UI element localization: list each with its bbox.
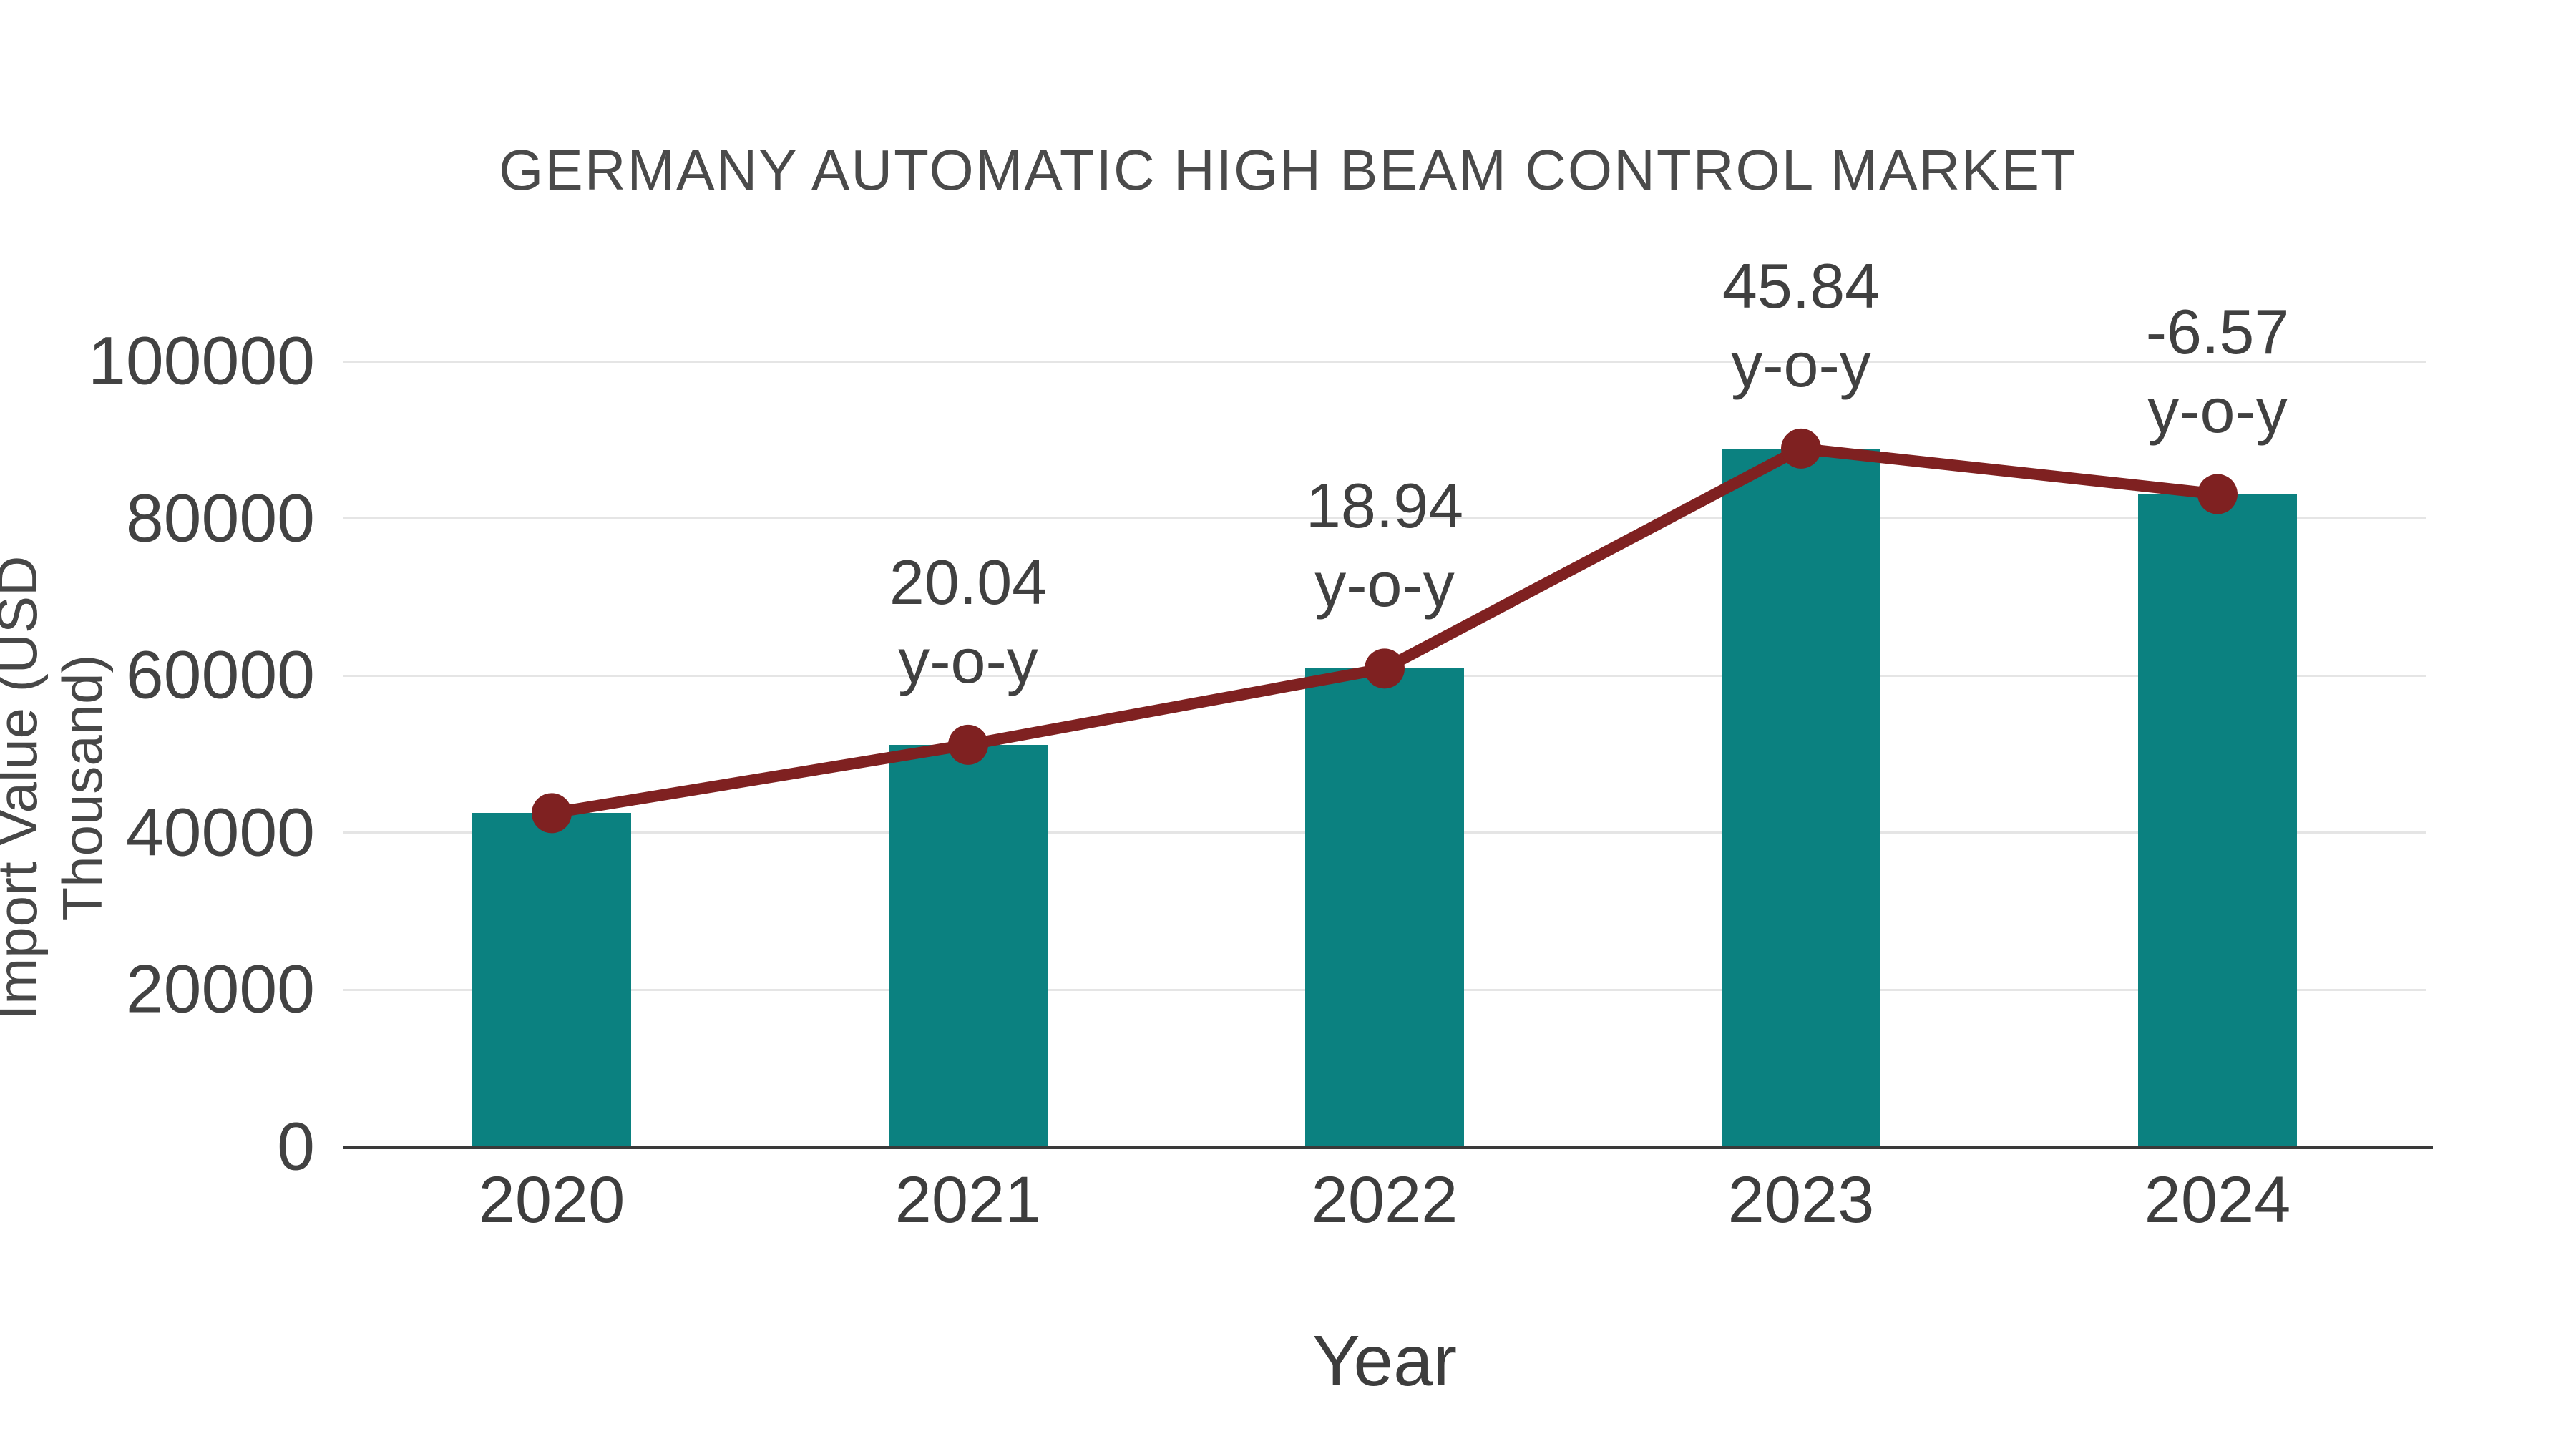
x-tick-label-2022: 2022 (1311, 1163, 1458, 1236)
yoy-label: y-o-y (1314, 549, 1455, 620)
yoy-value: 18.94 (1305, 470, 1464, 542)
trend-marker-2022 (1365, 648, 1405, 689)
x-axis-title: Year (1312, 1321, 1458, 1401)
x-tick-label-2021: 2021 (894, 1163, 1042, 1236)
yoy-annotation-2024: -6.57 y-o-y (1989, 293, 2446, 450)
x-axis-line (343, 1146, 2433, 1149)
yoy-label: y-o-y (898, 625, 1038, 696)
y-tick-label-80000: 80000 (125, 480, 315, 557)
trend-marker-2024 (2197, 474, 2238, 514)
y-tick-label-40000: 40000 (125, 794, 315, 871)
yoy-label: y-o-y (1731, 328, 1871, 400)
gridline-80000 (343, 517, 2426, 520)
yoy-annotation-2022: 18.94 y-o-y (1156, 467, 1614, 624)
yoy-annotation-2021: 20.04 y-o-y (739, 543, 1197, 701)
yoy-label: y-o-y (2147, 374, 2288, 446)
bar-2021 (889, 744, 1048, 1147)
y-tick-label-20000: 20000 (125, 951, 315, 1028)
yoy-value: -6.57 (2145, 296, 2290, 367)
trend-marker-2021 (948, 724, 988, 765)
bar-2022 (1305, 668, 1464, 1147)
x-tick-label-2024: 2024 (2144, 1163, 2291, 1236)
yoy-value: 20.04 (889, 546, 1048, 618)
gridline-100000 (343, 360, 2426, 363)
x-tick-label-2023: 2023 (1727, 1163, 1875, 1236)
yoy-annotation-2023: 45.84 y-o-y (1572, 247, 2030, 404)
y-tick-label-0: 0 (277, 1108, 315, 1185)
y-tick-label-60000: 60000 (125, 637, 315, 713)
bar-2023 (1722, 448, 1880, 1147)
bar-2024 (2138, 494, 2297, 1147)
bar-2020 (472, 813, 631, 1147)
trend-marker-2023 (1781, 428, 1821, 469)
chart-title: GERMANY AUTOMATIC HIGH BEAM CONTROL MARK… (499, 138, 2077, 202)
y-tick-label-100000: 100000 (87, 323, 315, 399)
trend-marker-2020 (532, 793, 572, 834)
yoy-value: 45.84 (1722, 250, 1880, 321)
x-tick-label-2020: 2020 (478, 1163, 625, 1236)
